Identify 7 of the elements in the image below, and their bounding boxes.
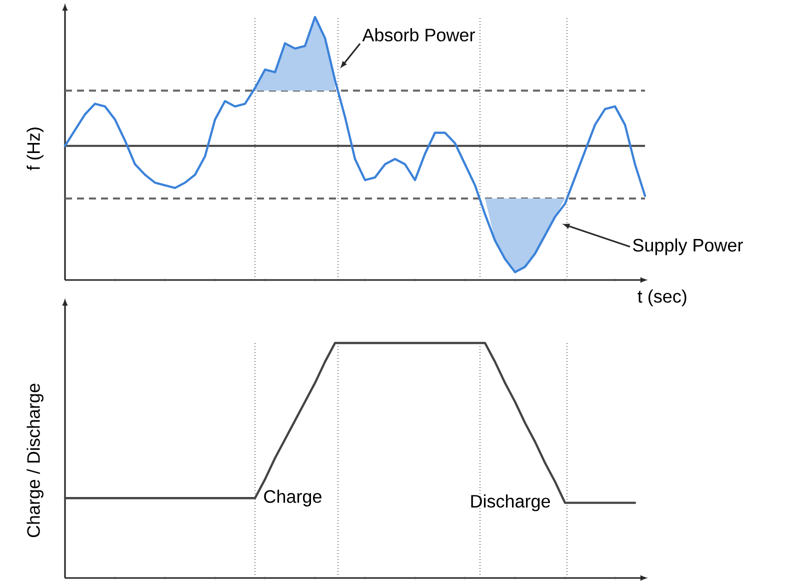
annotation: Discharge [471,494,550,512]
x-axis-title: t (sec) [638,290,686,306]
y-axis-title: Charge / Discharge [26,384,44,538]
annotation: Charge [264,490,322,506]
annotation: Supply Power [633,238,743,256]
annotation: Absorb Power [362,28,475,42]
y-axis-title: f (Hz) [26,128,44,170]
